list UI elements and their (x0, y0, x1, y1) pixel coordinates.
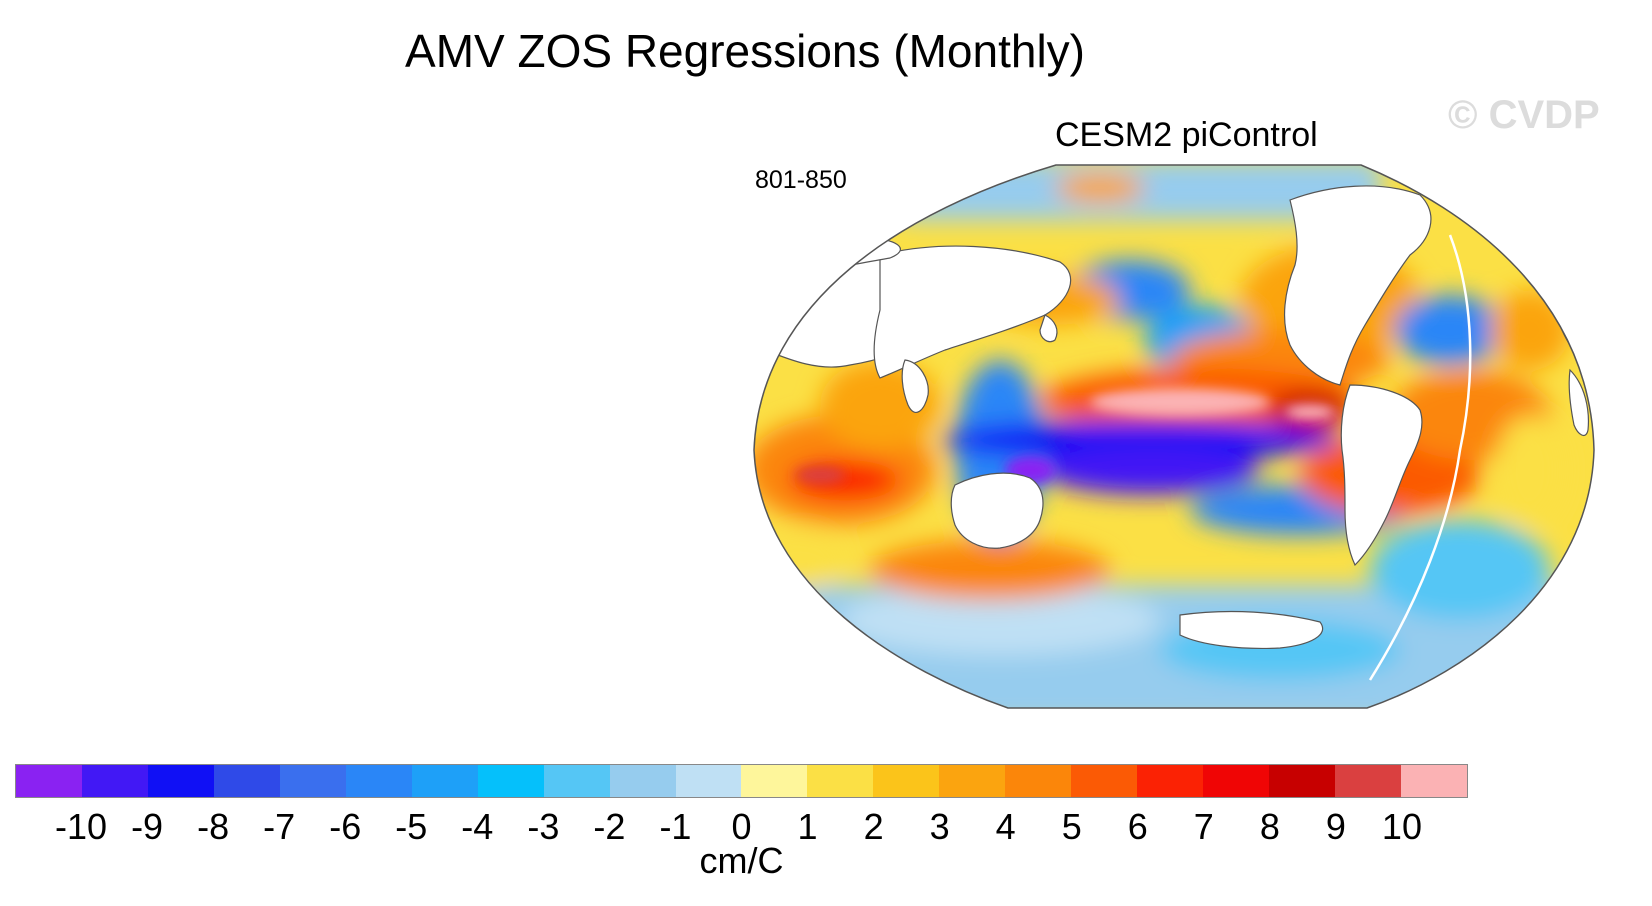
colorbar-swatch (1137, 765, 1204, 797)
colorbar-swatch (411, 765, 478, 797)
colorbar-tick-label: 9 (1325, 806, 1346, 847)
colorbar-tick-label: -8 (197, 806, 230, 847)
colorbar-tick-label: 8 (1259, 806, 1280, 847)
colorbar-tick-label: -5 (395, 806, 428, 847)
colorbar (15, 764, 1468, 798)
colorbar-swatch (1203, 765, 1270, 797)
colorbar-tick-label: -4 (461, 806, 494, 847)
colorbar-swatch (741, 765, 808, 797)
colorbar-ticks: -10 -9 -8 -7 -6 -5 -4 -3 -2 -1 0 1 2 3 4 5 6 7 8 9 10 (0, 806, 1652, 847)
colorbar-swatch (213, 765, 280, 797)
colorbar-swatch (1005, 765, 1072, 797)
globe-outline (753, 164, 1595, 709)
colorbar-tick-label: 5 (1061, 806, 1082, 847)
ocean-field (754, 165, 1594, 708)
colorbar-tick-label: -3 (527, 806, 560, 847)
colorbar-swatch (543, 765, 610, 797)
colorbar-swatch (1269, 765, 1336, 797)
period-label: 801-850 (755, 166, 847, 194)
colorbar-swatch (675, 765, 742, 797)
seam-line (1368, 234, 1472, 681)
panel-subtitle: CESM2 piControl (1055, 116, 1318, 154)
colorbar-tick-label: -7 (263, 806, 296, 847)
colorbar-swatch (279, 765, 346, 797)
colorbar-swatch (477, 765, 544, 797)
colorbar-swatch (1401, 765, 1467, 797)
colorbar-tick-label: -6 (329, 806, 362, 847)
colorbar-tick-label: 10 (1381, 806, 1422, 847)
colorbar-swatch (147, 765, 214, 797)
colorbar-tick-label: 3 (929, 806, 950, 847)
colorbar-tick-label: -10 (55, 806, 108, 847)
colorbar-swatch (1071, 765, 1138, 797)
colorbar-tick-label: 7 (1193, 806, 1214, 847)
colorbar-swatch (807, 765, 874, 797)
cvdp-watermark: © CVDP (1448, 93, 1600, 137)
colorbar-swatch (873, 765, 940, 797)
colorbar-swatch (16, 765, 82, 797)
colorbar-swatch (81, 765, 148, 797)
colorbar-tick-label: 1 (797, 806, 818, 847)
colorbar-tick-label: 4 (995, 806, 1016, 847)
colorbar-swatch (345, 765, 412, 797)
colorbar-units: cm/C (699, 840, 784, 881)
colorbar-tick-label: -2 (593, 806, 626, 847)
colorbar-tick-label: 0 (731, 806, 752, 847)
colorbar-tick-label: 2 (863, 806, 884, 847)
colorbar-swatch (939, 765, 1006, 797)
colorbar-tick-label: 6 (1127, 806, 1148, 847)
colorbar-swatch (1335, 765, 1402, 797)
colorbar-tick-label: -1 (659, 806, 692, 847)
colorbar-swatch (609, 765, 676, 797)
colorbar-tick-label: -9 (131, 806, 164, 847)
plot-title: AMV ZOS Regressions (Monthly) (405, 25, 1085, 77)
